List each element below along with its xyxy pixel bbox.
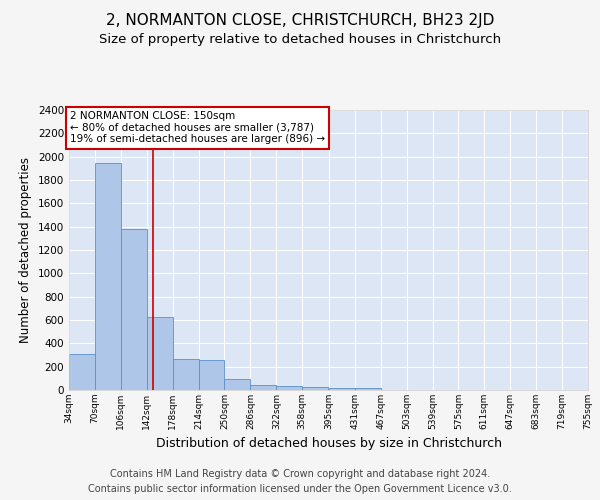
- Bar: [277, 386, 302, 390]
- Bar: [329, 388, 355, 390]
- Bar: [302, 387, 328, 390]
- Bar: [95, 162, 121, 390]
- Bar: [199, 360, 224, 390]
- Bar: [173, 358, 199, 390]
- Text: Distribution of detached houses by size in Christchurch: Distribution of detached houses by size …: [156, 438, 502, 450]
- Text: 2, NORMANTON CLOSE, CHRISTCHURCH, BH23 2JD: 2, NORMANTON CLOSE, CHRISTCHURCH, BH23 2…: [106, 12, 494, 28]
- Text: Contains public sector information licensed under the Open Government Licence v3: Contains public sector information licen…: [88, 484, 512, 494]
- Bar: [224, 379, 250, 390]
- Bar: [147, 316, 173, 390]
- Text: Size of property relative to detached houses in Christchurch: Size of property relative to detached ho…: [99, 32, 501, 46]
- Bar: [69, 354, 95, 390]
- Text: Contains HM Land Registry data © Crown copyright and database right 2024.: Contains HM Land Registry data © Crown c…: [110, 469, 490, 479]
- Text: 2 NORMANTON CLOSE: 150sqm
← 80% of detached houses are smaller (3,787)
19% of se: 2 NORMANTON CLOSE: 150sqm ← 80% of detac…: [70, 111, 325, 144]
- Bar: [121, 229, 147, 390]
- Bar: [250, 385, 277, 390]
- Y-axis label: Number of detached properties: Number of detached properties: [19, 157, 32, 343]
- Bar: [355, 388, 380, 390]
